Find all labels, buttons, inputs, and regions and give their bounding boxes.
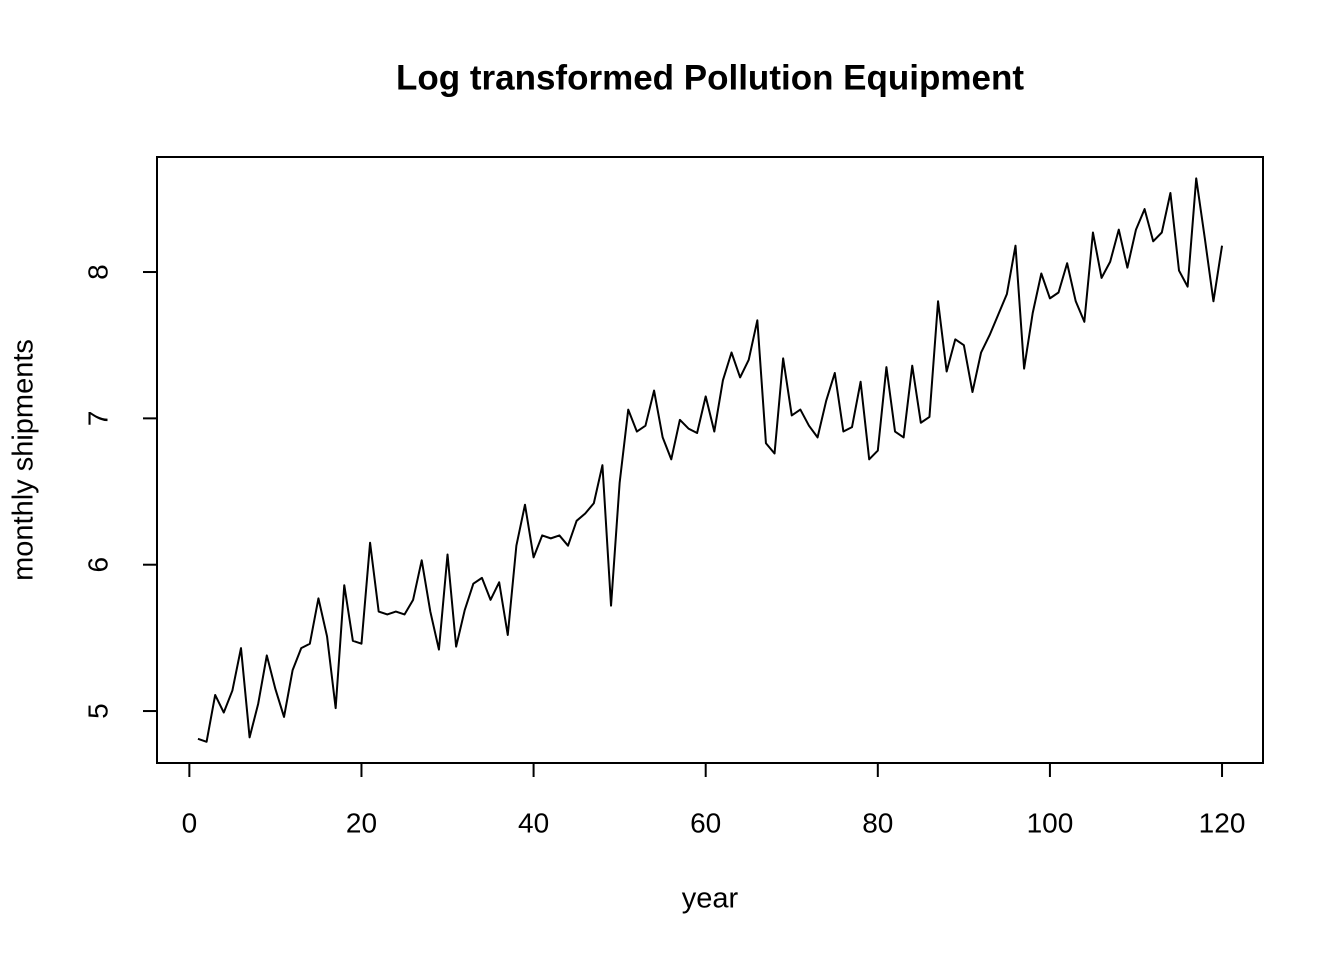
data-line: [197, 177, 1224, 743]
y-tick-label: 8: [82, 264, 113, 280]
plot-frame: [156, 156, 1264, 764]
y-tick-label: 5: [82, 703, 113, 719]
x-tick-label: 20: [346, 807, 377, 838]
x-tick-label: 40: [518, 807, 549, 838]
x-tick-label: 60: [690, 807, 721, 838]
chart-title: Log transformed Pollution Equipment: [396, 58, 1024, 97]
x-axis-label: year: [682, 883, 739, 915]
x-tick-label: 0: [182, 807, 198, 838]
y-tick-label: 6: [82, 557, 113, 573]
x-tick-label: 100: [1027, 807, 1074, 838]
x-tick-label: 120: [1199, 807, 1246, 838]
y-axis-label: monthly shipments: [8, 339, 40, 581]
x-tick-label: 80: [862, 807, 893, 838]
y-tick-label: 7: [82, 411, 113, 427]
